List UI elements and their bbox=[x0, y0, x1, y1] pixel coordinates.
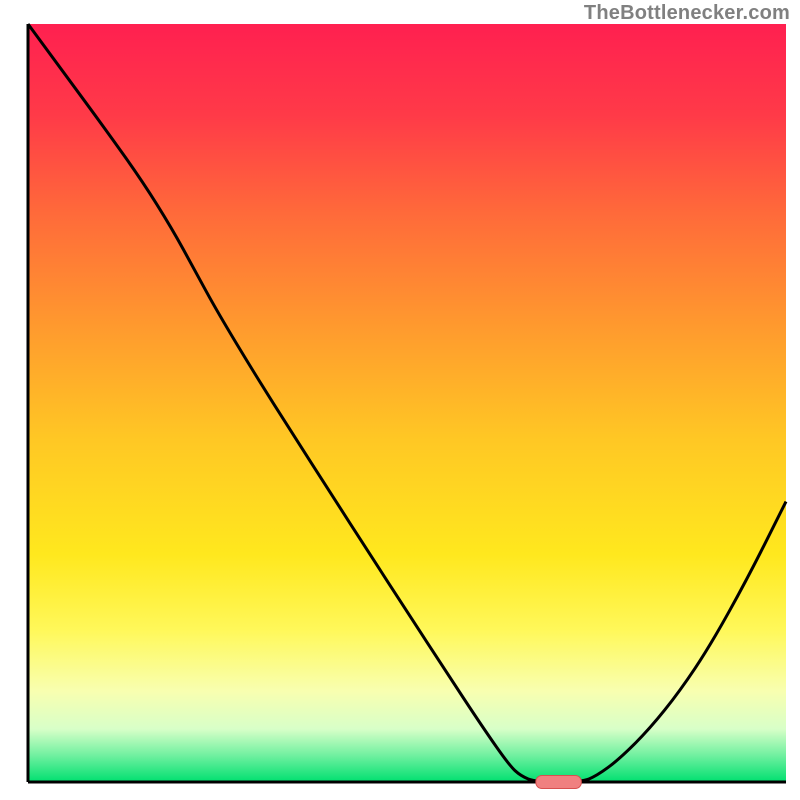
chart-svg bbox=[0, 0, 800, 800]
optimal-range-marker bbox=[536, 776, 581, 789]
bottleneck-chart: TheBottlenecker.com bbox=[0, 0, 800, 800]
watermark: TheBottlenecker.com bbox=[584, 2, 790, 25]
plot-background bbox=[28, 24, 786, 782]
